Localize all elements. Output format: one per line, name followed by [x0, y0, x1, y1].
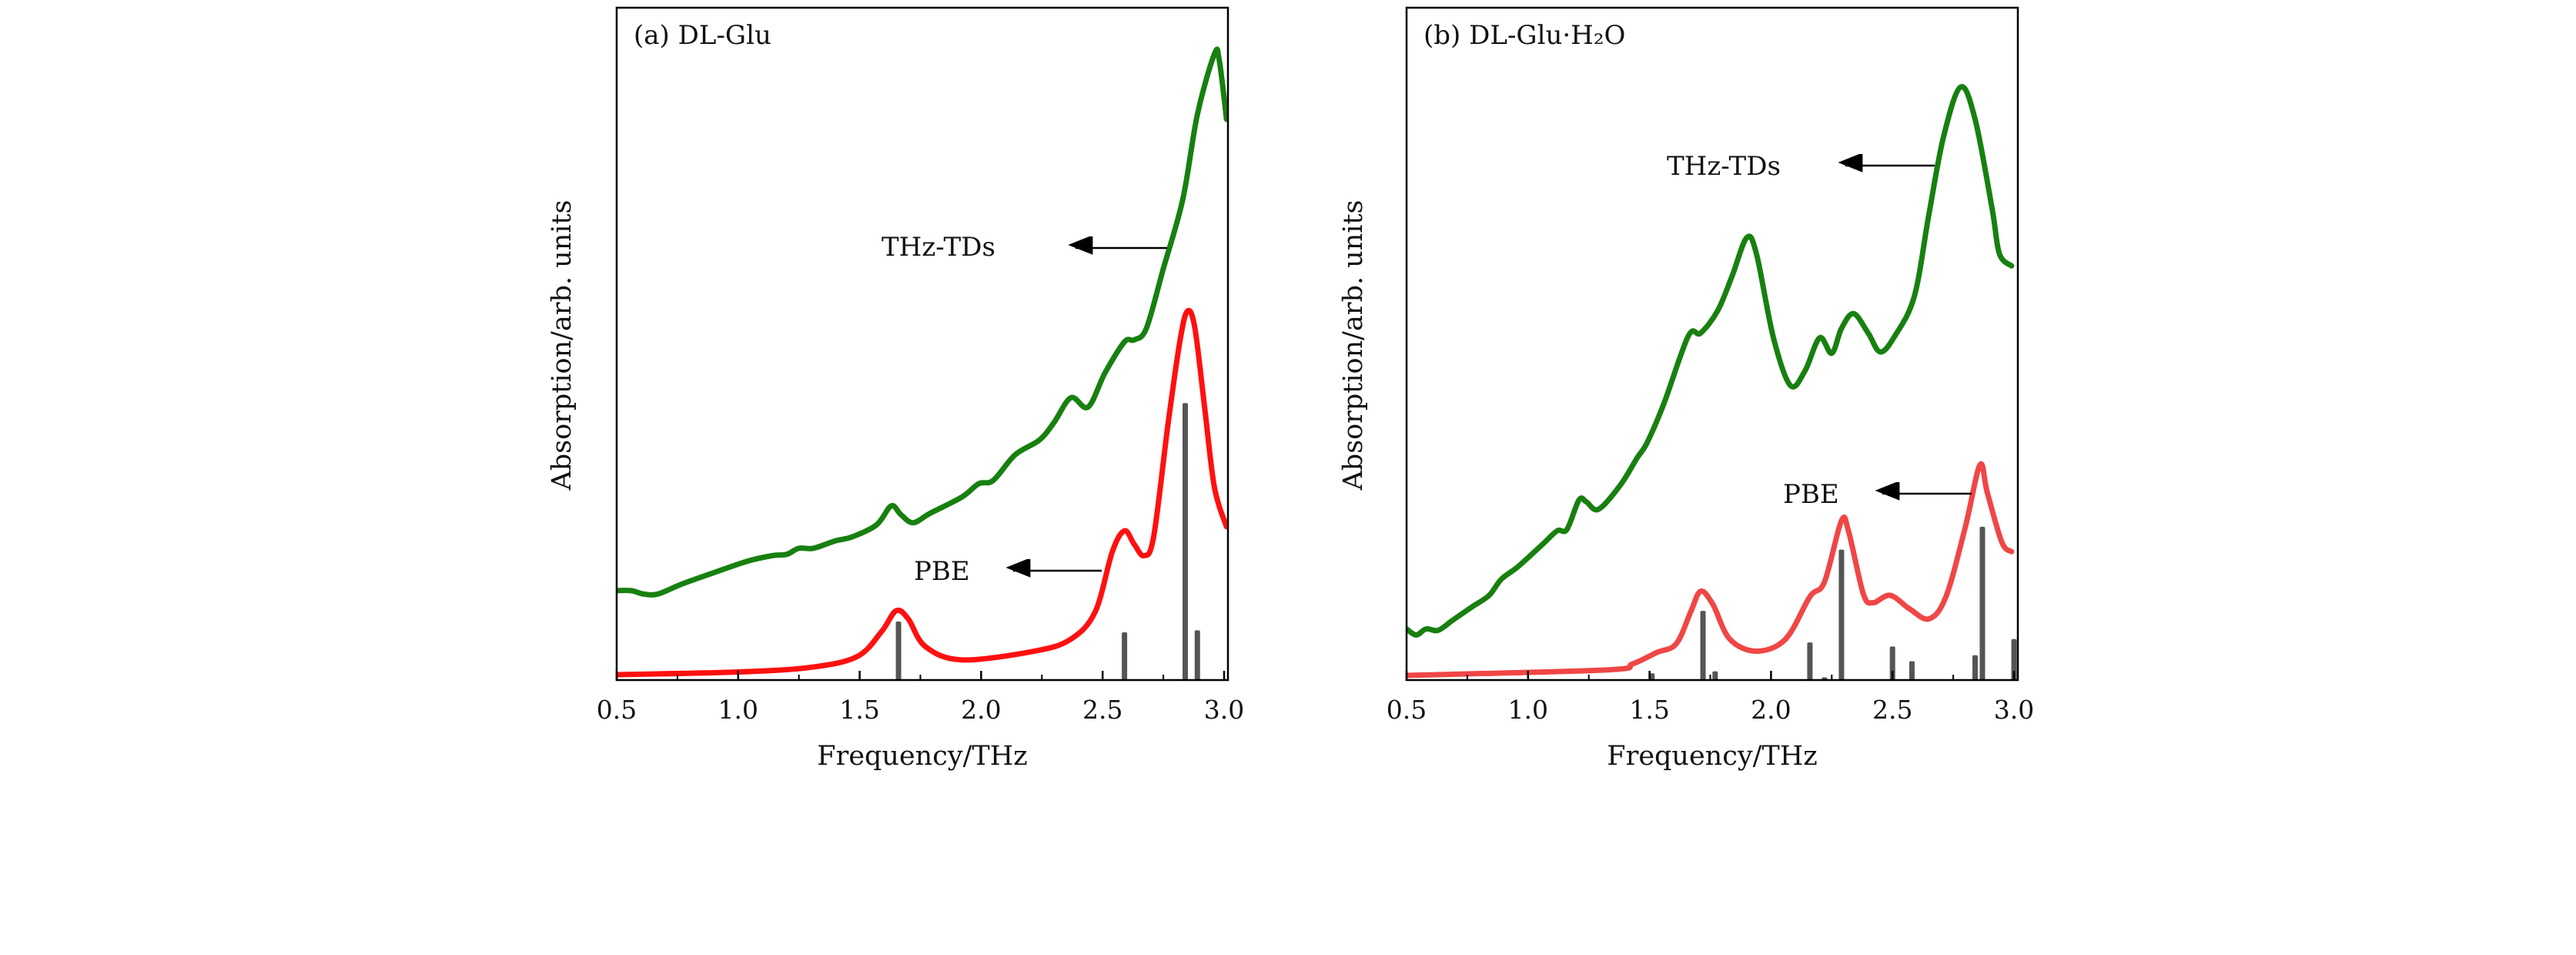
calculated-mode-stick — [1972, 655, 1979, 680]
thz-tds-curve — [1407, 84, 2015, 638]
calculated-mode-stick — [1712, 671, 1718, 680]
y-axis-label: Absorption/arb. units — [547, 199, 577, 491]
x-axis-label: Frequency/THz — [817, 741, 1027, 772]
x-axis-label: Frequency/THz — [1607, 741, 1817, 772]
calculated-mode-stick — [1838, 549, 1845, 680]
calculated-mode-stick — [1807, 642, 1813, 680]
x-tick-label: 1.5 — [839, 695, 879, 725]
x-tick-label: 1.5 — [1629, 695, 1669, 725]
axes-frame — [1405, 6, 2019, 682]
x-tick-label: 0.5 — [1387, 695, 1427, 725]
x-tick-label: 2.5 — [1082, 695, 1122, 725]
pbe-curve — [617, 307, 1228, 678]
x-tick-label: 1.0 — [1508, 695, 1548, 725]
calculated-mode-stick — [1889, 646, 1895, 680]
pbe-annotation: PBE — [1783, 479, 1839, 510]
x-tick-label: 2.0 — [961, 695, 1001, 725]
pbe-annotation: PBE — [914, 556, 970, 587]
calculated-mode-stick — [1979, 526, 1986, 680]
panel-title: (b) DL-Glu·H₂O — [1423, 20, 1625, 51]
axes-frame — [615, 6, 1229, 682]
y-axis-label: Absorption/arb. units — [1338, 199, 1369, 491]
x-tick-label: 1.0 — [718, 695, 758, 725]
calculated-mode-stick — [1194, 630, 1200, 680]
plot-area — [617, 46, 1228, 680]
calculated-mode-stick — [1183, 403, 1189, 680]
calculated-mode-stick — [1649, 673, 1655, 680]
panel-b: 0.5 1.0 1.5 2.0 2.5 3.0 Frequency/THz Absorptio… — [1338, 6, 2034, 772]
calculated-mode-stick — [895, 622, 902, 680]
x-tick-label: 3.0 — [1994, 695, 2034, 725]
thz-tds-annotation: THz-TDs — [1667, 151, 1781, 182]
calculated-mode-stick — [2011, 638, 2017, 680]
thz-tds-curve — [617, 46, 1228, 598]
pbe-curve — [1407, 461, 2015, 679]
x-tick-label: 0.5 — [597, 695, 637, 725]
calculated-mode-stick — [1909, 661, 1915, 680]
calculated-mode-stick — [1122, 632, 1128, 680]
panel-title: (a) DL-Glu — [634, 20, 771, 51]
panel-a: 0.5 1.0 1.5 2.0 2.5 3.0 Frequency/THz Absorptio… — [547, 6, 1244, 772]
x-tick-label: 3.0 — [1204, 695, 1244, 725]
thz-tds-annotation: THz-TDs — [882, 232, 995, 263]
calculated-mode-stick — [1700, 611, 1706, 680]
x-tick-label: 2.0 — [1751, 695, 1791, 725]
plot-area — [1407, 84, 2017, 680]
x-tick-label: 2.5 — [1872, 695, 1912, 725]
